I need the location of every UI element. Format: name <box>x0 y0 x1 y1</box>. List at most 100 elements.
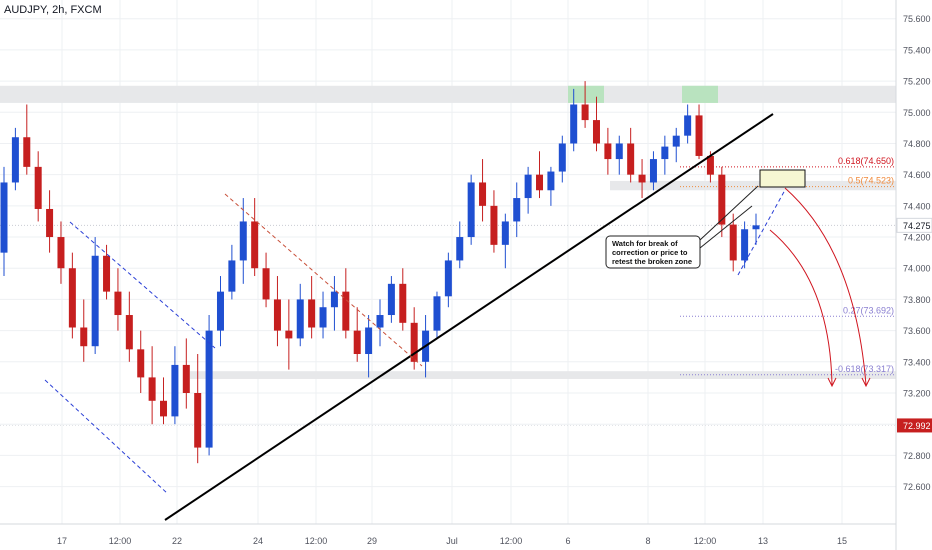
candle-body <box>194 393 202 448</box>
candle-body <box>148 377 156 401</box>
x-tick-label: 24 <box>253 536 263 546</box>
callout-text-2: correction or price to <box>612 248 688 257</box>
candle-body <box>182 364 190 393</box>
candle-body <box>216 291 224 331</box>
candle-body <box>490 205 498 245</box>
arrow-head-1 <box>827 377 837 388</box>
candle-body <box>433 296 441 331</box>
y-tick-label: 73.600 <box>903 326 931 336</box>
channel-red <box>224 193 423 367</box>
candle-body <box>103 255 111 292</box>
green-zone-1 <box>568 85 604 103</box>
x-tick-label: 12:00 <box>694 536 717 546</box>
callout-pointer-2 <box>699 205 753 249</box>
y-tick-label: 74.200 <box>903 233 931 243</box>
symbol-title: AUDJPY, 2h, FXCM <box>4 4 102 16</box>
price-zones <box>0 85 896 379</box>
candle-body <box>68 268 76 328</box>
candle-body <box>342 291 350 331</box>
candle-body <box>376 315 384 328</box>
candle-body <box>638 174 646 183</box>
candle-body <box>365 327 373 355</box>
x-tick-label: 8 <box>645 536 650 546</box>
x-tick-label: 17 <box>57 536 67 546</box>
candle-body <box>558 143 566 172</box>
candle-body <box>308 299 316 328</box>
y-tick-label: 74.800 <box>903 139 931 149</box>
arrow-head-2 <box>861 377 871 388</box>
candle-body <box>570 104 578 144</box>
candle-body <box>160 400 168 417</box>
candle-body <box>649 159 657 183</box>
candle-body <box>319 307 327 328</box>
callout-text-3: retest the broken zone <box>612 257 692 266</box>
x-tick-label: Jul <box>446 536 458 546</box>
candle-body <box>125 315 133 350</box>
candle-body <box>137 349 145 378</box>
candle-body <box>57 237 65 269</box>
candle-body <box>46 208 54 238</box>
candle-body <box>479 182 487 206</box>
candle-body <box>604 143 612 160</box>
green-zone-2 <box>682 85 718 103</box>
x-tick-label: 29 <box>367 536 377 546</box>
candle-body <box>0 182 8 253</box>
candle-body <box>410 322 418 362</box>
callout-text-1: Watch for break of <box>612 239 678 248</box>
candle-body <box>296 299 304 339</box>
candle-body <box>718 174 726 225</box>
candles <box>0 81 760 464</box>
y-tick-label: 73.400 <box>903 357 931 367</box>
candle-body <box>11 137 19 183</box>
x-tick-label: 12:00 <box>109 536 132 546</box>
candle-body <box>228 260 236 292</box>
marked-price-tag <box>897 418 932 433</box>
fib-label: 0.5(74.523) <box>848 176 894 186</box>
candle-body <box>114 291 122 316</box>
resistance-zone <box>0 85 896 103</box>
candle-body <box>80 327 88 347</box>
candle-body <box>684 115 692 136</box>
candle-body <box>467 182 475 238</box>
broken-zone <box>610 180 896 191</box>
candle-body <box>34 166 42 209</box>
x-tick-label: 12:00 <box>305 536 328 546</box>
projection-arrow-2 <box>784 187 867 386</box>
current-price-label: 74.275 <box>903 221 931 231</box>
candle-body <box>672 135 680 147</box>
candle-body <box>729 224 737 261</box>
fib-label: 0.618(74.650) <box>838 156 894 166</box>
candle-body <box>706 155 714 175</box>
x-tick-label: 22 <box>172 536 182 546</box>
candle-body <box>501 221 509 245</box>
candle-body <box>456 237 464 261</box>
candle-body <box>262 268 270 300</box>
support-zone <box>190 371 896 379</box>
candle-body <box>627 143 635 175</box>
fib-label: 0.27(73.692) <box>843 305 894 315</box>
candle-body <box>524 174 532 199</box>
candle-body <box>23 137 31 167</box>
candle-body <box>581 104 589 121</box>
y-tick-label: 72.600 <box>903 482 931 492</box>
candle-body <box>205 330 213 448</box>
candle-body <box>91 255 99 347</box>
x-tick-label: 12:00 <box>500 536 523 546</box>
candle-body <box>273 299 281 331</box>
trendline <box>164 113 774 521</box>
target-box <box>759 169 806 188</box>
current-price-tag <box>896 217 932 233</box>
callout-pointer <box>699 185 759 241</box>
projection-arrow-1 <box>769 229 833 386</box>
candle-body <box>752 225 760 230</box>
candle-body <box>661 146 669 160</box>
candle-body <box>353 330 361 355</box>
candle-body <box>547 171 555 191</box>
y-tick-label: 75.000 <box>903 108 931 118</box>
x-tick-label: 15 <box>837 536 847 546</box>
y-tick-label: 73.200 <box>903 389 931 399</box>
candle-body <box>285 330 293 339</box>
